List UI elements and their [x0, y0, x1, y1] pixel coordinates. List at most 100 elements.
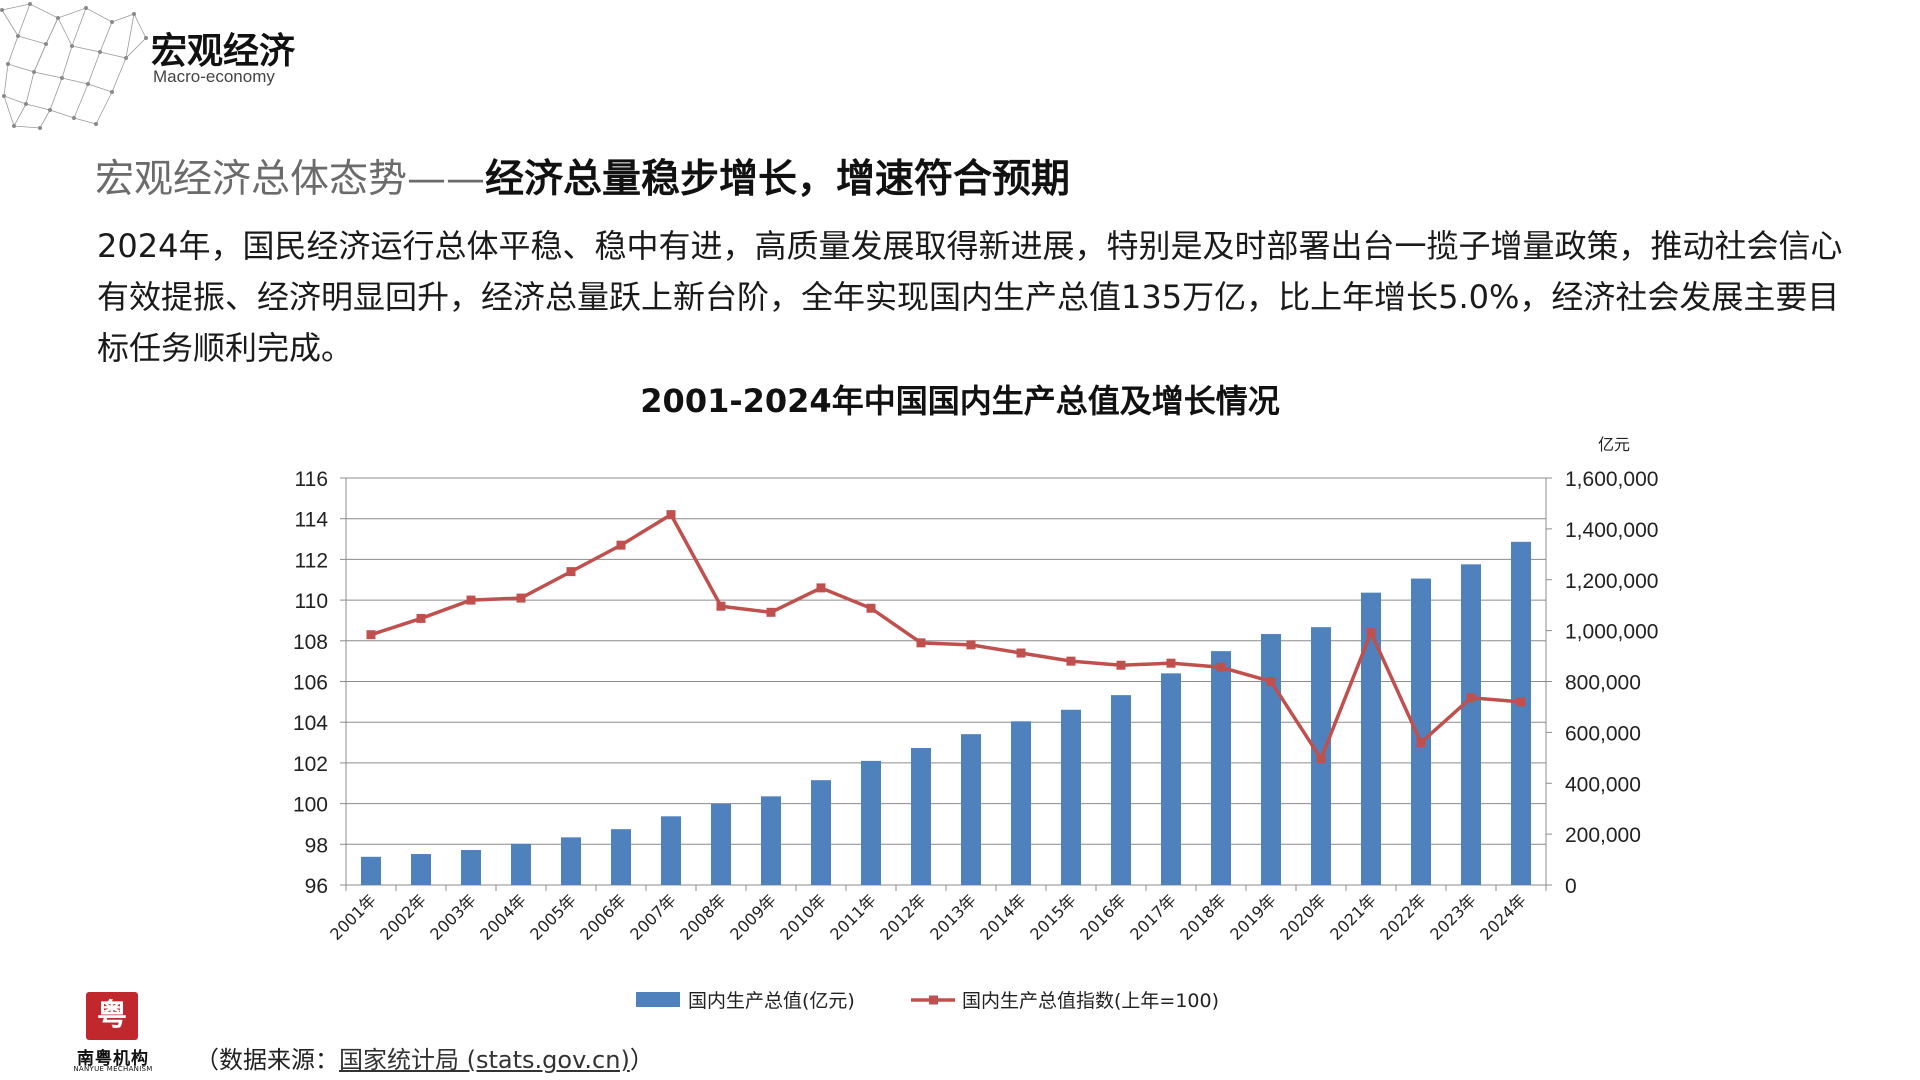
x-axis-label: 2011年 [826, 890, 880, 944]
x-axis-label: 2017年 [1126, 890, 1180, 944]
x-axis-label: 2008年 [676, 890, 730, 944]
right-axis-tick: 1,000,000 [1565, 621, 1658, 644]
data-source: （数据来源：国家统计局 (stats.gov.cn)） [195, 1040, 654, 1075]
gdp-index-point [916, 638, 926, 648]
left-axis-tick: 100 [293, 794, 328, 817]
gdp-index-point [466, 595, 476, 605]
right-axis-tick: 800,000 [1565, 672, 1641, 695]
gdp-bar [811, 780, 831, 885]
gdp-bar [1011, 721, 1031, 885]
x-axis-label: 2016年 [1076, 890, 1130, 944]
right-axis-tick: 1,400,000 [1565, 519, 1658, 542]
gdp-index-point [1516, 697, 1526, 707]
gdp-index-point [1066, 656, 1076, 666]
gdp-bar [1061, 709, 1081, 885]
gdp-index-point [516, 593, 526, 603]
gdp-index-point [666, 510, 676, 520]
gdp-bar [661, 816, 681, 885]
gdp-index-point [716, 601, 726, 611]
x-axis-label: 2009年 [726, 890, 780, 944]
gdp-bar [911, 747, 931, 885]
gdp-bar [761, 796, 781, 885]
x-axis-label: 2014年 [976, 890, 1030, 944]
x-axis-label: 2007年 [626, 890, 680, 944]
legend-bar-label: 国内生产总值(亿元) [688, 990, 855, 1012]
x-axis-label: 2013年 [926, 890, 980, 944]
left-axis-tick: 96 [305, 875, 328, 898]
x-axis-label: 2005年 [526, 890, 580, 944]
x-axis-label: 2018年 [1176, 890, 1230, 944]
x-axis-label: 2022年 [1376, 890, 1430, 944]
gdp-index-point [616, 540, 626, 550]
x-axis-label: 2020年 [1276, 890, 1330, 944]
gdp-bar [1261, 634, 1281, 885]
right-axis-tick: 200,000 [1565, 824, 1641, 847]
left-axis-tick: 98 [305, 834, 328, 857]
gdp-bar [1411, 578, 1431, 885]
gdp-bar [1461, 564, 1481, 885]
gdp-index-point [816, 583, 826, 593]
gdp-index-point [766, 607, 776, 617]
logo-english: NANYUE MECHANISM [73, 1065, 153, 1073]
legend-bar-swatch [636, 992, 680, 1007]
gdp-bar [961, 734, 981, 885]
chart-title: 2001-2024年中国国内生产总值及增长情况 [640, 382, 1280, 420]
summary-paragraph: 2024年，国民经济运行总体平稳、稳中有进，高质量发展取得新进展，特别是及时部署… [97, 227, 1843, 367]
gdp-index-point [1116, 660, 1126, 670]
x-axis-label: 2024年 [1476, 890, 1530, 944]
brand-logo: 粤 南粤机构 NANYUE MECHANISM [66, 992, 160, 1076]
gdp-index-point [966, 640, 976, 650]
right-axis-tick: 0 [1565, 875, 1577, 898]
gdp-bar [1111, 695, 1131, 885]
section-lead: 宏观经济总体态势 [95, 157, 408, 202]
header-title: 宏观经济 [151, 31, 296, 72]
left-axis-tick: 108 [293, 631, 328, 654]
x-axis-label: 2012年 [876, 890, 930, 944]
right-axis-unit: 亿元 [1598, 435, 1630, 454]
gdp-bar [1161, 673, 1181, 885]
x-axis-label: 2002年 [376, 890, 430, 944]
x-axis-label: 2023年 [1426, 890, 1480, 944]
gdp-bar [861, 760, 881, 885]
right-axis-tick: 1,200,000 [1565, 570, 1658, 593]
x-axis-label: 2003年 [426, 890, 480, 944]
left-axis-tick: 102 [293, 753, 328, 776]
gdp-index-point [1216, 662, 1226, 672]
x-axis-label: 2001年 [326, 890, 380, 944]
gdp-bar [561, 837, 581, 885]
left-axis-tick: 106 [293, 672, 328, 695]
source-prefix: （数据来源： [195, 1046, 339, 1074]
gdp-index-point [1416, 738, 1426, 748]
logo-name: 南粤机构 [77, 1049, 149, 1069]
section-headline: 经济总量稳步增长，增速符合预期 [485, 157, 1071, 202]
right-axis-tick: 600,000 [1565, 722, 1641, 745]
gdp-bar [1361, 592, 1381, 885]
source-link[interactable]: 国家统计局 (stats.gov.cn) [339, 1046, 630, 1074]
gdp-bar [411, 854, 431, 885]
gdp-index-point [1016, 648, 1026, 658]
gdp-index-point [366, 630, 376, 640]
gdp-index-point [1366, 628, 1376, 638]
gdp-index-line [370, 512, 1522, 763]
gdp-index-point [1266, 677, 1276, 686]
section-heading: 宏观经济总体态势——经济总量稳步增长，增速符合预期 [95, 148, 1070, 204]
gdp-bar [461, 850, 481, 885]
gdp-index-point [1316, 754, 1326, 764]
legend-line-label: 国内生产总值指数(上年=100) [962, 990, 1219, 1012]
gdp-bar [1211, 651, 1231, 885]
header-subtitle: Macro-economy [153, 67, 275, 86]
gdp-index-point [1166, 658, 1176, 668]
x-axis-label: 2019年 [1226, 890, 1280, 944]
x-axis-label: 2004年 [476, 890, 530, 944]
right-axis-tick: 1,600,000 [1565, 468, 1658, 491]
gdp-index-point [1466, 693, 1476, 703]
section-dash: —— [407, 157, 486, 202]
gdp-index-point [866, 603, 876, 613]
left-axis-tick: 116 [295, 468, 328, 491]
gdp-index-point [566, 567, 576, 577]
logo-mark-icon: 粤 [86, 992, 138, 1040]
x-axis-label: 2021年 [1326, 890, 1380, 944]
left-axis-tick: 104 [293, 712, 328, 735]
left-axis-tick: 110 [295, 590, 328, 613]
